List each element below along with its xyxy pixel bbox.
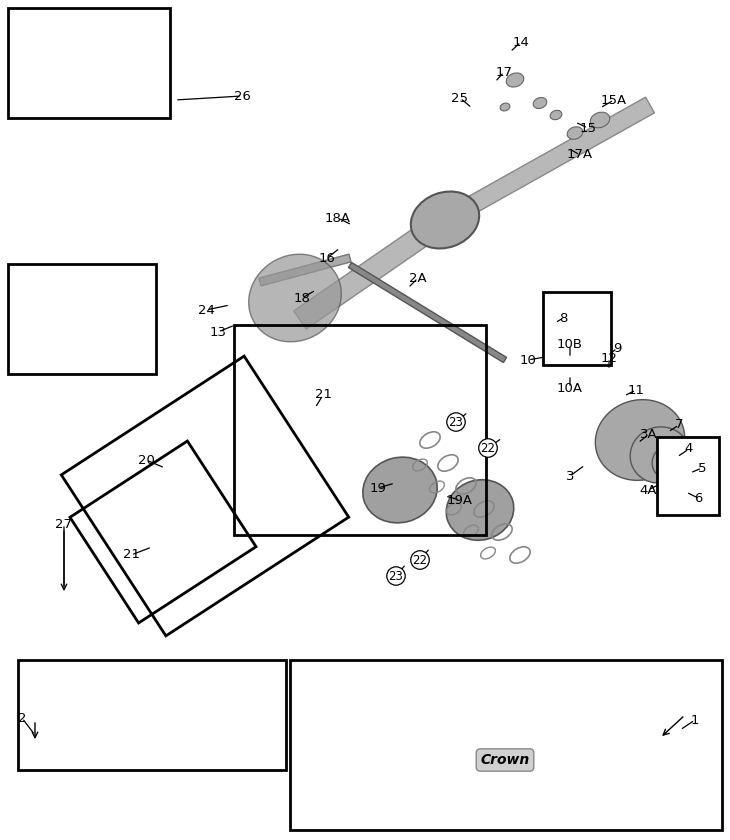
Text: 18A: 18A bbox=[325, 212, 351, 224]
Polygon shape bbox=[348, 262, 507, 363]
Bar bbox=[657, 437, 719, 515]
Text: 14: 14 bbox=[512, 35, 529, 49]
Text: 4A: 4A bbox=[639, 484, 657, 496]
Text: 3A: 3A bbox=[640, 428, 658, 440]
Text: 21: 21 bbox=[123, 549, 139, 561]
Text: 19: 19 bbox=[369, 481, 386, 495]
Text: 10B: 10B bbox=[557, 339, 583, 351]
Text: 26: 26 bbox=[234, 90, 250, 102]
Text: Crown: Crown bbox=[480, 753, 530, 767]
Text: 20: 20 bbox=[137, 454, 155, 466]
Text: 25: 25 bbox=[451, 92, 469, 104]
Ellipse shape bbox=[500, 103, 510, 111]
Ellipse shape bbox=[567, 127, 583, 139]
Ellipse shape bbox=[652, 444, 692, 480]
Text: 9: 9 bbox=[612, 342, 621, 354]
Text: 18: 18 bbox=[293, 291, 310, 304]
Polygon shape bbox=[259, 255, 351, 286]
Text: 27: 27 bbox=[55, 517, 72, 531]
Text: 19A: 19A bbox=[447, 493, 473, 507]
Text: 10: 10 bbox=[520, 354, 537, 366]
Ellipse shape bbox=[591, 113, 610, 128]
Polygon shape bbox=[441, 97, 654, 228]
Text: 4: 4 bbox=[685, 443, 694, 455]
Ellipse shape bbox=[363, 457, 437, 522]
Text: 7: 7 bbox=[675, 418, 683, 432]
Text: 6: 6 bbox=[694, 491, 702, 505]
Ellipse shape bbox=[446, 480, 514, 540]
Text: 2: 2 bbox=[18, 711, 26, 724]
Text: 15A: 15A bbox=[601, 93, 627, 107]
Bar bbox=[8, 264, 156, 374]
Text: 15: 15 bbox=[580, 122, 596, 134]
Text: 17: 17 bbox=[496, 66, 512, 78]
Bar bbox=[8, 8, 170, 118]
Text: 2A: 2A bbox=[410, 271, 427, 285]
Ellipse shape bbox=[596, 400, 685, 480]
Text: 23: 23 bbox=[388, 570, 404, 582]
Ellipse shape bbox=[533, 97, 547, 108]
Ellipse shape bbox=[506, 73, 523, 87]
Text: 12: 12 bbox=[601, 351, 618, 365]
Bar bbox=[543, 292, 611, 365]
Text: 1: 1 bbox=[691, 713, 699, 727]
Text: 3: 3 bbox=[566, 470, 575, 482]
Text: 22: 22 bbox=[412, 554, 428, 566]
Text: 17A: 17A bbox=[567, 149, 593, 161]
Text: 5: 5 bbox=[698, 461, 706, 475]
Text: 10A: 10A bbox=[557, 381, 583, 395]
Text: 16: 16 bbox=[318, 251, 336, 265]
Polygon shape bbox=[293, 211, 451, 329]
Text: 13: 13 bbox=[210, 325, 226, 339]
Ellipse shape bbox=[411, 192, 479, 249]
Text: 24: 24 bbox=[198, 303, 215, 317]
Text: 23: 23 bbox=[448, 416, 464, 428]
Text: 8: 8 bbox=[558, 312, 567, 324]
Bar bbox=[18, 660, 286, 770]
Ellipse shape bbox=[550, 110, 562, 120]
Bar bbox=[290, 660, 722, 830]
Ellipse shape bbox=[249, 255, 342, 342]
Text: 21: 21 bbox=[315, 388, 331, 402]
Ellipse shape bbox=[630, 427, 690, 483]
Text: 11: 11 bbox=[628, 384, 645, 396]
Text: 22: 22 bbox=[480, 442, 496, 454]
